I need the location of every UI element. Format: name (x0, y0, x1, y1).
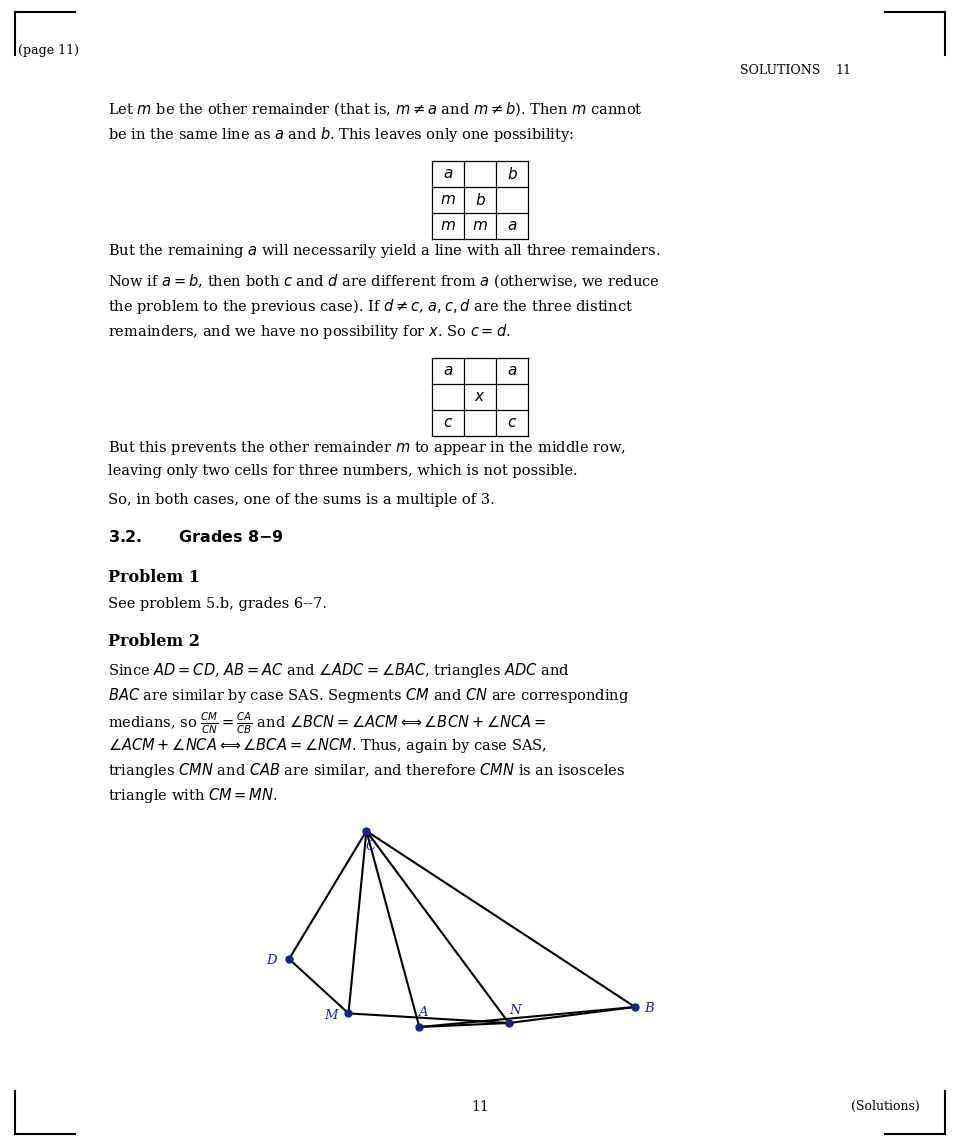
Text: A: A (419, 1006, 428, 1020)
Text: 11: 11 (471, 1100, 489, 1114)
Text: (Solutions): (Solutions) (852, 1100, 920, 1113)
Text: $c$: $c$ (443, 416, 453, 430)
Text: Let $m$ be the other remainder (that is, $m \neq a$ and $m \neq b$). Then $m$ ca: Let $m$ be the other remainder (that is,… (108, 100, 642, 118)
Text: triangle with $CM = MN$.: triangle with $CM = MN$. (108, 786, 277, 804)
Text: $b$: $b$ (507, 166, 517, 182)
Text: (page 11): (page 11) (18, 44, 79, 57)
Text: SOLUTIONS: SOLUTIONS (740, 64, 820, 77)
Text: So, in both cases, one of the sums is a multiple of 3.: So, in both cases, one of the sums is a … (108, 493, 494, 507)
Text: $m$: $m$ (440, 193, 456, 207)
Text: $BAC$ are similar by case SAS. Segments $CM$ and $CN$ are corresponding: $BAC$ are similar by case SAS. Segments … (108, 686, 629, 705)
Text: B: B (644, 1003, 654, 1015)
Text: But the remaining $a$ will necessarily yield a line with all three remainders.: But the remaining $a$ will necessarily y… (108, 242, 660, 260)
Text: Problem 1: Problem 1 (108, 570, 200, 586)
Text: be in the same line as $a$ and $b$. This leaves only one possibility:: be in the same line as $a$ and $b$. This… (108, 125, 574, 144)
Text: remainders, and we have no possibility for $x$. So $c = d$.: remainders, and we have no possibility f… (108, 322, 511, 342)
Text: Problem 2: Problem 2 (108, 633, 200, 650)
Text: But this prevents the other remainder $m$ to appear in the middle row,: But this prevents the other remainder $m… (108, 439, 626, 457)
Text: the problem to the previous case). If $d \neq c$, $a, c, d$ are the three distin: the problem to the previous case). If $d… (108, 297, 633, 316)
Text: $c$: $c$ (507, 416, 517, 430)
Text: D: D (266, 955, 276, 967)
Text: Now if $a = b$, then both $c$ and $d$ are different from $a$ (otherwise, we redu: Now if $a = b$, then both $c$ and $d$ ar… (108, 272, 660, 290)
Text: $a$: $a$ (443, 364, 453, 378)
Text: C: C (366, 840, 375, 854)
Text: $a$: $a$ (507, 219, 517, 233)
Text: medians, so $\frac{CM}{CN} = \frac{CA}{CB}$ and $\angle BCN = \angle ACM \Longle: medians, so $\frac{CM}{CN} = \frac{CA}{C… (108, 711, 546, 737)
Text: $b$: $b$ (474, 193, 486, 209)
Text: N: N (509, 1004, 520, 1017)
Text: leaving only two cells for three numbers, which is not possible.: leaving only two cells for three numbers… (108, 464, 578, 478)
Text: triangles $CMN$ and $CAB$ are similar, and therefore $CMN$ is an isosceles: triangles $CMN$ and $CAB$ are similar, a… (108, 761, 625, 780)
Text: M: M (324, 1008, 338, 1022)
Text: See problem 5.b, grades 6--7.: See problem 5.b, grades 6--7. (108, 597, 326, 611)
Text: $m$: $m$ (440, 219, 456, 233)
Text: $a$: $a$ (507, 364, 517, 378)
Text: $\angle ACM + \angle NCA \Longleftrightarrow \angle BCA = \angle NCM$. Thus, aga: $\angle ACM + \angle NCA \Longleftrighta… (108, 736, 547, 755)
Text: $\mathbf{3.2.}$      $\mathbf{Grades\ 8}$$\mathbf{{-9}}$: $\mathbf{3.2.}$ $\mathbf{Grades\ 8}$$\ma… (108, 529, 284, 545)
Text: $m$: $m$ (472, 219, 488, 233)
Text: 11: 11 (835, 64, 851, 77)
Text: $x$: $x$ (474, 390, 486, 405)
Text: Since $AD = CD$, $AB = AC$ and $\angle ADC = \angle BAC$, triangles $ADC$ and: Since $AD = CD$, $AB = AC$ and $\angle A… (108, 661, 569, 680)
Text: $a$: $a$ (443, 167, 453, 181)
